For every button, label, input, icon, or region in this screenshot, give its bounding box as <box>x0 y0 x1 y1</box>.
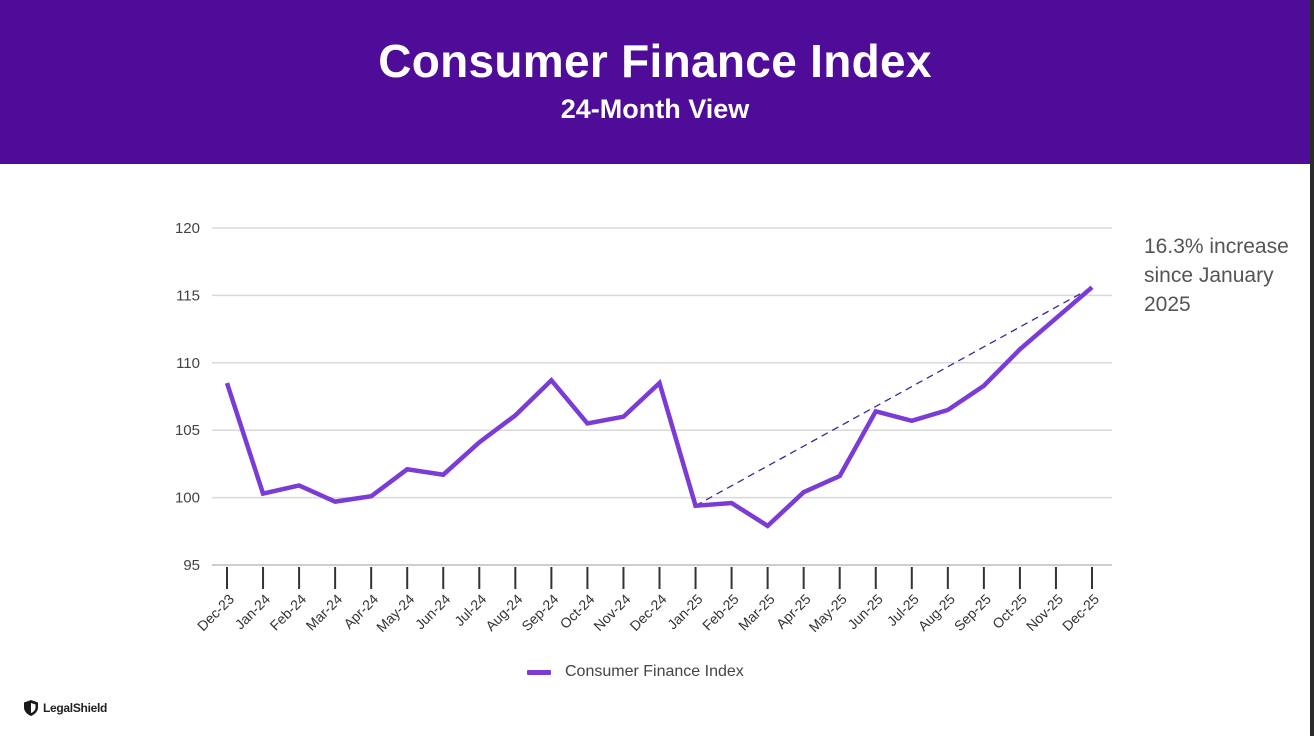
x-tick-label: Dec-23 <box>194 591 237 634</box>
x-tick-label: Dec-24 <box>626 591 669 634</box>
x-tick-label: Oct-25 <box>989 591 1030 632</box>
logo-text: LegalShield <box>43 701 108 715</box>
y-tick-label: 120 <box>175 220 200 237</box>
x-axis-labels: Dec-23Jan-24Feb-24Mar-24Apr-24May-24Jun-… <box>194 591 1102 635</box>
x-tick-label: Feb-24 <box>267 591 310 634</box>
x-tick-label: Mar-24 <box>303 591 346 634</box>
x-tick-label: Feb-25 <box>699 591 742 634</box>
x-tick-label: Sep-24 <box>518 591 561 634</box>
trendline <box>695 286 1093 507</box>
y-tick-label: 115 <box>176 287 200 304</box>
y-axis-labels: 95 100 105 110 115 120 <box>175 220 200 574</box>
gridlines <box>212 227 1112 566</box>
series-group <box>224 285 1094 529</box>
x-tick-label: Jan-25 <box>664 591 706 633</box>
x-tick-label: Jan-24 <box>232 591 274 633</box>
page-title: Consumer Finance Index <box>378 35 932 87</box>
window-edge <box>1310 0 1314 736</box>
y-tick-label: 95 <box>183 557 200 574</box>
x-tick-label: Aug-25 <box>915 591 958 634</box>
header-banner: Consumer Finance Index 24-Month View <box>0 0 1310 164</box>
legend-label: Consumer Finance Index <box>565 663 744 680</box>
trendline-group <box>695 286 1093 507</box>
y-tick-label: 110 <box>176 355 200 372</box>
x-tick-label: Jun-25 <box>844 591 886 633</box>
page-subtitle: 24-Month View <box>560 94 750 124</box>
x-tick-label: Aug-24 <box>482 591 525 634</box>
x-tick-label: Nov-24 <box>590 591 633 634</box>
x-tick-label: Sep-25 <box>951 591 994 634</box>
shield-icon <box>24 700 38 716</box>
y-tick-label: 105 <box>175 422 200 439</box>
x-tick-label: May-25 <box>806 591 850 635</box>
x-tick-label: Mar-25 <box>735 591 778 634</box>
x-tick-label: Nov-25 <box>1023 591 1066 634</box>
series-line-consumer-finance-index <box>224 285 1094 529</box>
legalshield-logo: LegalShield <box>24 700 107 716</box>
x-tick-label: Dec-25 <box>1059 591 1102 634</box>
x-tick-label: May-24 <box>373 591 417 635</box>
legend: Consumer Finance Index <box>527 663 744 681</box>
increase-annotation: 16.3% increase since January 2025 <box>1144 235 1289 316</box>
legend-swatch <box>527 669 551 675</box>
x-tick-label: Oct-24 <box>557 591 598 632</box>
x-axis-ticks <box>226 567 1093 589</box>
y-tick-label: 100 <box>175 490 200 507</box>
x-tick-label: Jun-24 <box>412 591 454 633</box>
